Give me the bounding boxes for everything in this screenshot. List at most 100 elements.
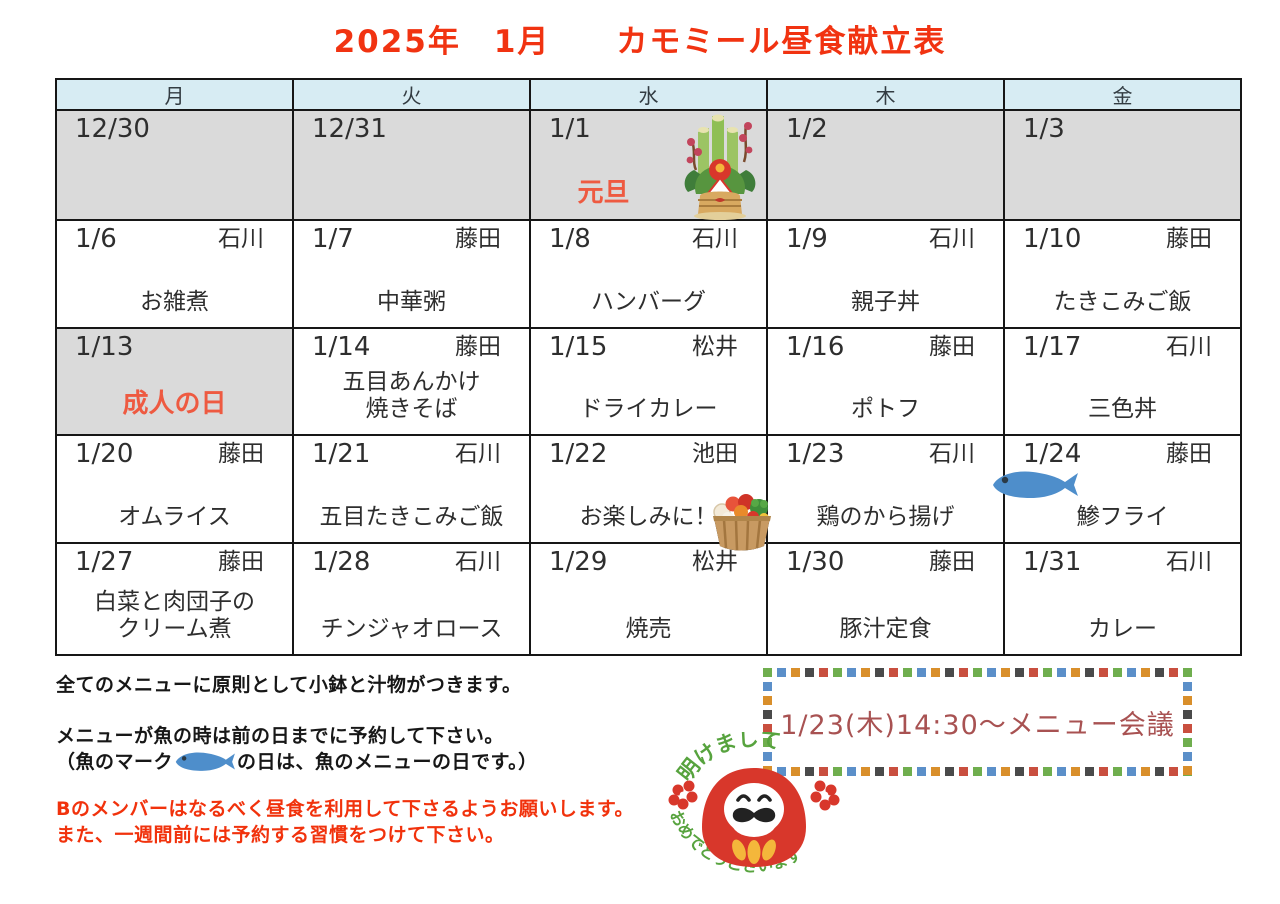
- holiday-label: 元旦: [577, 178, 630, 208]
- cell-date: 1/23: [786, 439, 845, 469]
- calendar-cell: 12/30: [55, 109, 294, 221]
- cell-cook-name: 藤田: [929, 549, 975, 575]
- cell-cook-name: 藤田: [218, 549, 264, 575]
- calendar-cell: 1/9 石川親子丼: [766, 219, 1005, 329]
- cell-cook-name: 石川: [692, 226, 738, 252]
- calendar-cell: 1/13 成人の日: [55, 327, 294, 436]
- cell-cook-name: 石川: [455, 549, 501, 575]
- menu-text: 五目たきこみご飯: [319, 503, 504, 530]
- note-fish-line2-after: の日は、魚のメニューの日です。）: [237, 751, 538, 773]
- cell-date: 1/29: [549, 547, 608, 577]
- calendar-cell: 1/2: [766, 109, 1005, 221]
- cell-date: 1/16: [786, 332, 845, 362]
- meeting-notice-box: 1/23(木)14:30～メニュー会議: [763, 668, 1192, 776]
- day-header: 火: [292, 78, 531, 111]
- cell-cook-name: 藤田: [1166, 441, 1212, 467]
- menu-text: 鯵フライ: [1076, 503, 1169, 530]
- calendar-cell: 1/8 石川ハンバーグ: [529, 219, 768, 329]
- cell-cook-name: 藤田: [929, 334, 975, 360]
- cell-date: 1/6: [75, 224, 117, 254]
- cell-cook-name: 石川: [1166, 334, 1212, 360]
- cell-cook-name: 藤田: [1166, 226, 1212, 252]
- cell-date: 1/17: [1023, 332, 1082, 362]
- calendar-cell: 1/17 石川三色丼: [1003, 327, 1242, 436]
- cell-date: 1/2: [786, 114, 828, 144]
- cell-date: 1/8: [549, 224, 591, 254]
- calendar-week-row: 1/27 藤田白菜と肉団子の クリーム煮 1/28 石川チンジャオロース 1/29 松井焼売…: [55, 542, 1242, 656]
- calendar-cell: 1/21 石川 五目たきこみご飯: [292, 434, 531, 544]
- cell-date: 1/30: [786, 547, 845, 577]
- day-header-row: 月火水木金: [55, 78, 1242, 111]
- plum-blossom-right-icon: [810, 780, 840, 811]
- menu-text: ハンバーグ: [591, 288, 706, 315]
- cell-cook-name: 藤田: [455, 226, 501, 252]
- calendar-cell: 1/7 藤田 中華粥: [292, 219, 531, 329]
- menu-text: チンジャオロース: [320, 615, 503, 642]
- calendar-cell: 1/15 松井 ドライカレー: [529, 327, 768, 436]
- cell-date: 1/10: [1023, 224, 1082, 254]
- cell-date: 1/7: [312, 224, 354, 254]
- day-header: 金: [1003, 78, 1242, 111]
- cell-cook-name: 藤田: [218, 441, 264, 467]
- meeting-box-border-bottom: [763, 767, 1192, 776]
- meeting-box-border-right: [1183, 668, 1192, 776]
- note-warning-line2: また、一週間前には予約する習慣をつけて下さい。: [56, 824, 505, 846]
- note-fish-line1: メニューが魚の時は前の日までに予約して下さい。: [56, 725, 504, 747]
- calendar-body: 12/30 12/31 1/1 元旦 1/2 1/3 1/6 石川 お雑煮 1/7 藤田 中華粥 1/…: [55, 109, 1242, 656]
- menu-text: 親子丼: [851, 288, 920, 315]
- calendar-cell: 1/10 藤田たきこみご飯: [1003, 219, 1242, 329]
- menu-text: お雑煮: [140, 288, 209, 315]
- meeting-box-border-top: [763, 668, 1192, 677]
- holiday-label: 成人の日: [122, 389, 227, 419]
- cell-date: 1/14: [312, 332, 371, 362]
- cell-cook-name: 松井: [692, 549, 738, 575]
- calendar-cell: 1/30 藤田豚汁定食: [766, 542, 1005, 656]
- calendar-cell: 1/6 石川お雑煮: [55, 219, 294, 329]
- calendar-cell: 1/29 松井焼売: [529, 542, 768, 656]
- menu-text: 豚汁定食: [839, 615, 932, 642]
- page-title: 2025年 1月 カモミール昼食献立表: [333, 24, 947, 60]
- calendar-cell: 1/24 藤田 鯵フライ: [993, 434, 1242, 544]
- menu-text: 五目あんかけ 焼きそば: [342, 368, 481, 422]
- cell-date: 1/28: [312, 547, 371, 577]
- menu-calendar-table: 月火水木金 12/30 12/31 1/1 元旦 1/2 1/3 1/6 石川 お雑煮 1/7 藤…: [55, 78, 1242, 656]
- calendar-cell: 1/16 藤田ポトフ: [766, 327, 1005, 436]
- note-fish-line2-before: （魚のマーク: [56, 751, 174, 773]
- cell-date: 1/22: [549, 439, 608, 469]
- calendar-cell: 12/31: [292, 109, 531, 221]
- menu-text: 三色丼: [1088, 395, 1157, 422]
- menu-text: 鶏のから揚げ: [816, 503, 955, 530]
- fish-icon: [175, 752, 235, 771]
- calendar-container: 月火水木金 12/30 12/31 1/1 元旦 1/2 1/3 1/6 石川 お雑煮 1/7 藤…: [55, 78, 1242, 656]
- food-basket-icon: [713, 494, 771, 551]
- cell-date: 1/15: [549, 332, 608, 362]
- calendar-week-row: 12/30 12/31 1/1 元旦 1/2 1/3: [55, 109, 1242, 221]
- meeting-box-border-left: [763, 668, 772, 776]
- calendar-cell: 1/27 藤田白菜と肉団子の クリーム煮: [55, 542, 294, 656]
- calendar-cell: 1/1 元旦: [529, 109, 768, 221]
- note-warning-line1: Bのメンバーはなるべく昼食を利用して下さるようお願いします。: [56, 798, 635, 820]
- calendar-cell: 1/23 石川鶏のから揚げ: [766, 434, 1005, 544]
- cell-cook-name: 石川: [929, 441, 975, 467]
- cell-date: 1/9: [786, 224, 828, 254]
- calendar-week-row: 1/6 石川 お雑煮 1/7 藤田 中華粥 1/8 石川 ハンバーグ 1/9 石川 親子丼 1/10 藤田…: [55, 219, 1242, 329]
- cell-date: 12/30: [75, 114, 150, 144]
- menu-text: ポトフ: [851, 395, 920, 422]
- day-header: 水: [529, 78, 768, 111]
- calendar-cell: 1/3: [1003, 109, 1242, 221]
- cell-cook-name: 松井: [692, 334, 738, 360]
- cell-date: 1/20: [75, 439, 134, 469]
- menu-text: 焼売: [625, 615, 672, 642]
- daruma-newyear-illustration: 明けまして おめでとうございます: [666, 732, 840, 876]
- cell-date: 1/31: [1023, 547, 1082, 577]
- note-fish-line2: （魚のマーク の日は、魚のメニューの日です。）: [56, 749, 538, 775]
- menu-text: カレー: [1088, 615, 1157, 642]
- menu-text: たきこみご飯: [1053, 288, 1192, 315]
- cell-date: 12/31: [312, 114, 387, 144]
- cell-cook-name: 石川: [218, 226, 264, 252]
- cell-cook-name: 石川: [929, 226, 975, 252]
- cell-date: 1/27: [75, 547, 134, 577]
- menu-text: 白菜と肉団子の クリーム煮: [94, 588, 255, 642]
- cell-date: 1/3: [1023, 114, 1065, 144]
